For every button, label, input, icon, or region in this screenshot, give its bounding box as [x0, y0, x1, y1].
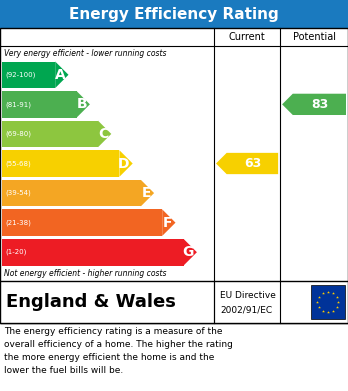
Polygon shape: [184, 239, 197, 265]
Text: Energy Efficiency Rating: Energy Efficiency Rating: [69, 7, 279, 22]
Polygon shape: [119, 150, 133, 177]
Text: EU Directive: EU Directive: [220, 291, 276, 300]
Polygon shape: [55, 61, 69, 88]
Bar: [0, 281, 348, 323]
Text: A: A: [55, 68, 65, 82]
Text: (39-54): (39-54): [5, 190, 31, 196]
Text: G: G: [182, 245, 194, 259]
Text: 2002/91/EC: 2002/91/EC: [220, 305, 272, 314]
Bar: [2, 180, 141, 206]
Polygon shape: [162, 209, 175, 236]
Text: England & Wales: England & Wales: [6, 293, 176, 311]
Text: (92-100): (92-100): [5, 72, 35, 78]
Text: E: E: [142, 186, 151, 200]
Text: Not energy efficient - higher running costs: Not energy efficient - higher running co…: [4, 269, 166, 278]
Text: C: C: [98, 127, 108, 141]
Bar: [2, 91, 77, 118]
Polygon shape: [216, 153, 278, 174]
Polygon shape: [141, 180, 154, 206]
Bar: [2, 150, 119, 177]
Text: F: F: [163, 216, 173, 230]
Text: Potential: Potential: [293, 32, 335, 42]
Text: D: D: [118, 156, 130, 170]
Text: (69-80): (69-80): [5, 131, 31, 137]
Bar: [2, 239, 184, 265]
Text: (21-38): (21-38): [5, 219, 31, 226]
Text: 83: 83: [311, 98, 328, 111]
Polygon shape: [98, 121, 111, 147]
Text: (81-91): (81-91): [5, 101, 31, 108]
Polygon shape: [77, 91, 90, 118]
Bar: [2, 121, 98, 147]
Text: Very energy efficient - lower running costs: Very energy efficient - lower running co…: [4, 48, 166, 57]
Text: 63: 63: [244, 157, 261, 170]
Text: B: B: [76, 97, 87, 111]
Text: The energy efficiency rating is a measure of the
overall efficiency of a home. T: The energy efficiency rating is a measur…: [4, 327, 233, 375]
Bar: [0, 0, 348, 28]
Text: (1-20): (1-20): [5, 249, 26, 255]
Bar: [310, 285, 345, 319]
Text: (55-68): (55-68): [5, 160, 31, 167]
Text: Current: Current: [229, 32, 266, 42]
Bar: [2, 209, 162, 236]
Bar: [2, 61, 55, 88]
Polygon shape: [282, 94, 346, 115]
Bar: [0, 28, 348, 323]
